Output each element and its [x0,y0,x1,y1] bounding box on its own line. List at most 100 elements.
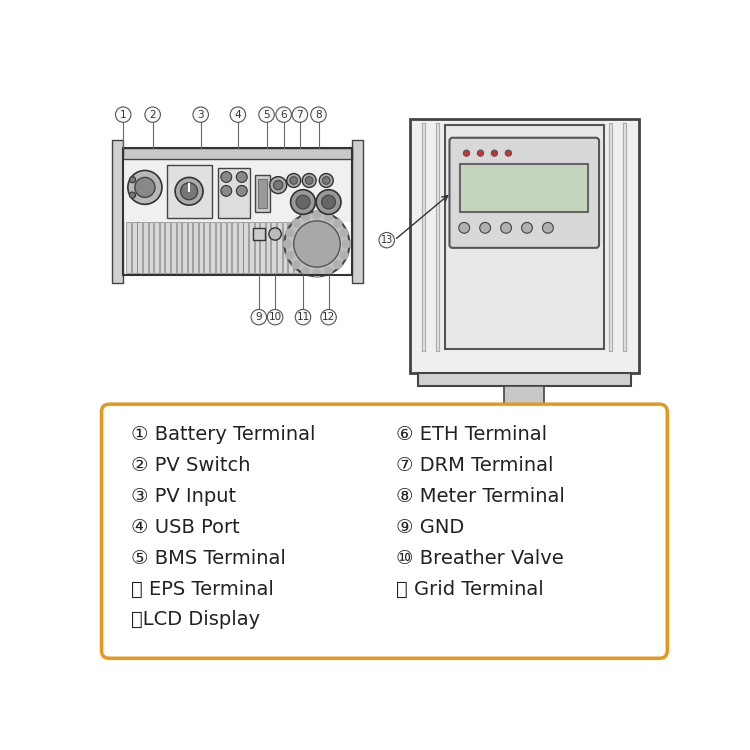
Bar [410,119,638,374]
Circle shape [284,211,350,276]
Text: 9: 9 [256,312,262,322]
Bar [255,223,260,273]
Bar [217,168,250,217]
Bar [132,223,136,273]
Circle shape [310,107,326,122]
Text: ⑧ Meter Terminal: ⑧ Meter Terminal [396,487,565,506]
Circle shape [274,181,283,190]
Circle shape [267,310,283,325]
Text: ⑦ DRM Terminal: ⑦ DRM Terminal [396,456,554,476]
Text: 10: 10 [268,312,282,322]
Circle shape [464,150,470,156]
Bar [188,223,192,273]
Circle shape [491,150,497,156]
Circle shape [379,232,394,248]
Text: 11: 11 [296,312,310,322]
Circle shape [333,219,343,228]
Circle shape [459,223,470,233]
Text: 7: 7 [296,110,303,120]
Text: 13: 13 [380,236,393,245]
Bar [460,164,588,211]
Bar [182,223,187,273]
Circle shape [285,251,295,260]
FancyBboxPatch shape [101,404,668,658]
Circle shape [251,310,266,325]
Bar [299,223,304,273]
Bar [143,223,148,273]
Circle shape [128,170,162,204]
Circle shape [480,223,490,233]
Bar [244,223,248,273]
Text: 3: 3 [197,110,204,120]
Circle shape [270,177,286,194]
Bar [221,223,226,273]
Circle shape [290,190,316,214]
Text: 12: 12 [322,312,335,322]
Circle shape [283,239,292,248]
Circle shape [340,228,349,238]
Circle shape [322,195,335,209]
Circle shape [290,177,298,184]
Text: ④ USB Port: ④ USB Port [131,518,240,537]
Text: 1: 1 [120,110,127,120]
Text: ⑥ ETH Terminal: ⑥ ETH Terminal [396,425,547,445]
Circle shape [181,183,197,200]
Bar [253,228,265,240]
Bar [165,223,170,273]
Bar [123,148,352,159]
Text: ⑤ BMS Terminal: ⑤ BMS Terminal [131,549,286,568]
Bar [210,223,214,273]
Bar [215,223,220,273]
Circle shape [276,107,291,122]
FancyBboxPatch shape [449,138,599,248]
Text: 4: 4 [235,110,242,120]
Text: ⑪ EPS Terminal: ⑪ EPS Terminal [131,580,274,598]
Bar [176,223,182,273]
Circle shape [130,177,136,183]
Circle shape [320,173,333,188]
Circle shape [302,173,316,188]
Circle shape [301,266,310,276]
Text: 5: 5 [263,110,270,120]
Bar [288,223,292,273]
Bar [260,223,265,273]
Bar [445,125,604,349]
Circle shape [542,223,554,233]
Circle shape [322,177,330,184]
Circle shape [321,310,336,325]
Bar [199,223,203,273]
Circle shape [316,190,341,214]
Circle shape [145,107,160,122]
Text: ③ PV Input: ③ PV Input [131,487,236,506]
Bar [126,223,131,273]
Bar [171,223,176,273]
Text: ② PV Switch: ② PV Switch [131,456,251,476]
Bar [249,223,254,273]
Circle shape [323,212,333,221]
Circle shape [305,177,313,184]
FancyBboxPatch shape [488,412,560,434]
Bar [112,140,123,283]
Circle shape [220,185,232,196]
Bar [272,223,276,273]
Circle shape [294,221,340,267]
Bar [194,223,198,273]
Bar [123,148,352,274]
Bar [154,223,159,273]
Text: 2: 2 [149,110,156,120]
Bar [266,223,271,273]
Bar [137,223,142,273]
Bar [226,223,232,273]
Circle shape [130,192,136,198]
Circle shape [236,172,248,182]
Circle shape [230,107,246,122]
Text: ⑩ Breather Valve: ⑩ Breather Valve [396,549,564,568]
Circle shape [506,150,512,156]
Circle shape [116,107,131,122]
Circle shape [477,150,484,156]
Bar [148,223,153,273]
Bar [166,165,211,218]
Text: ⑨ GND: ⑨ GND [396,518,464,537]
Bar [504,386,544,415]
Circle shape [286,173,301,188]
